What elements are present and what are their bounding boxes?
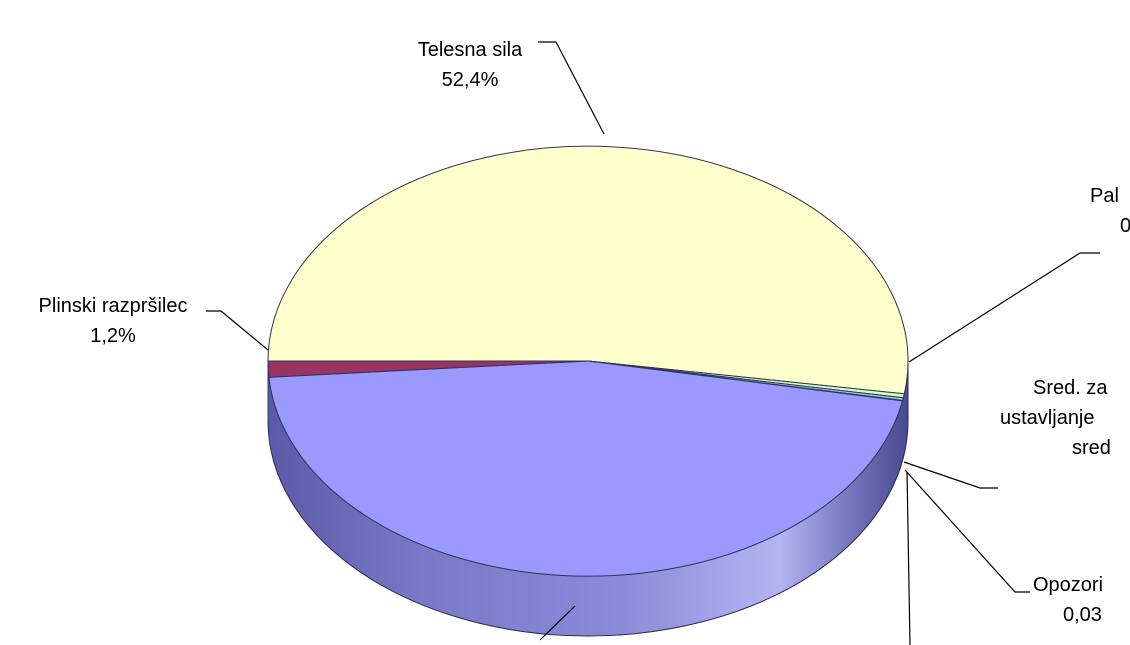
slice-label-2-line-0: Sred. za xyxy=(1033,377,1108,399)
slice-label-2-line-2: sred xyxy=(1072,437,1111,459)
slice-value-3: 0,03 xyxy=(1063,604,1102,626)
leader-line-0 xyxy=(538,41,605,135)
slice-label-2-line-1: ustavljanje xyxy=(1000,407,1095,429)
slice-label-3-line-0: Opozori xyxy=(1033,574,1103,596)
leader-line-6 xyxy=(206,310,269,351)
pie-slice-0 xyxy=(267,145,909,395)
slice-label-1-line-0: Pal xyxy=(1090,185,1119,207)
slice-label-0-line-0: Telesna sila xyxy=(418,39,523,61)
slice-label-6-line-0: Plinski razpršilec xyxy=(39,295,188,317)
pie-slice-5 xyxy=(268,360,904,577)
leader-line-5 xyxy=(539,605,576,641)
pie-slice-6 xyxy=(267,360,589,378)
leader-line-1 xyxy=(908,252,1100,363)
slice-value-1: 0,3 xyxy=(1120,215,1130,237)
leader-line-2 xyxy=(903,461,998,489)
slice-value-0: 52,4% xyxy=(442,69,499,91)
slice-value-6: 1,2% xyxy=(90,325,136,347)
leader-line-4 xyxy=(906,471,911,645)
leader-line-3 xyxy=(904,469,1030,593)
